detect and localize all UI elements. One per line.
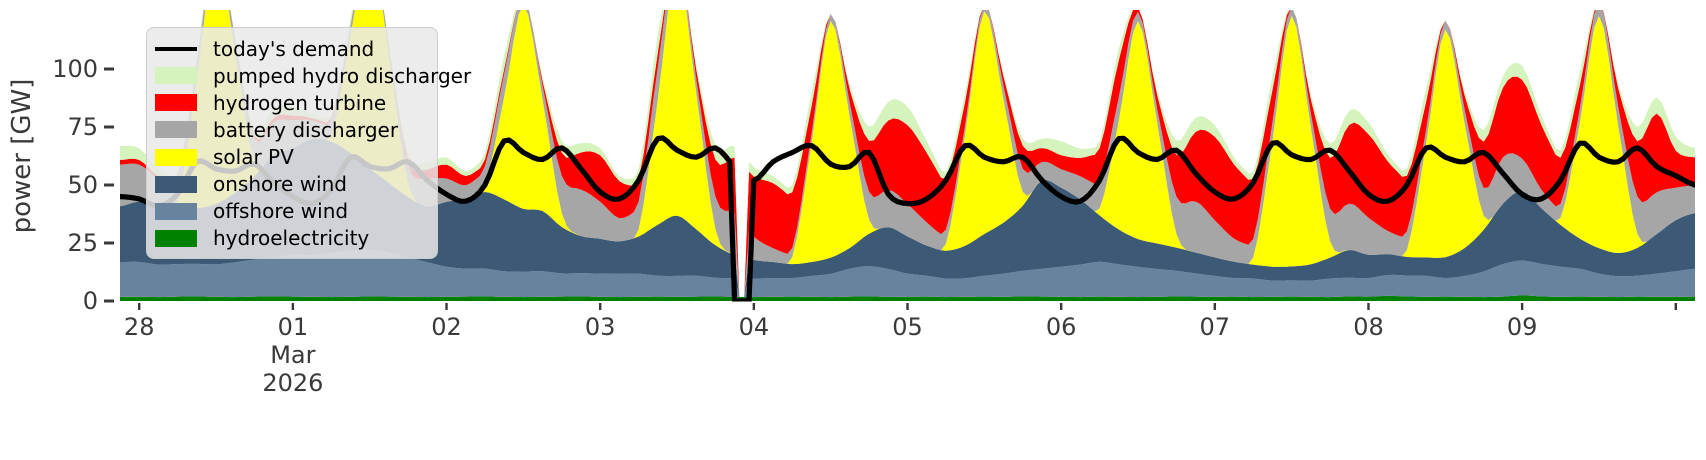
legend-label: onshore wind: [213, 172, 347, 197]
legend-item: hydrogen turbine: [155, 89, 423, 116]
x-tick-label: 01: [278, 313, 309, 341]
legend-label: hydroelectricity: [213, 226, 370, 251]
legend-label: battery discharger: [213, 117, 399, 142]
legend-item: pumped hydro discharger: [155, 62, 471, 89]
area-offshore-wind: [120, 249, 1695, 298]
x-tick-label: 03: [585, 313, 616, 341]
legend-label: today's demand: [213, 36, 375, 61]
area-hydrogen-turbine: [120, 10, 1695, 297]
area-onshore-wind: [120, 138, 1695, 297]
legend-swatch-hydroelectricity: [155, 229, 197, 247]
legend-label: offshore wind: [213, 199, 349, 224]
legend-swatch-solar-pv: [155, 148, 197, 166]
legend-item: solar PV: [155, 144, 423, 171]
y-axis: 0 25 50 75 100: [52, 55, 114, 315]
x-tick-label: 28: [124, 313, 155, 341]
x-tick-label: 09: [1507, 313, 1538, 341]
legend-label: hydrogen turbine: [213, 90, 387, 115]
y-tick-label: 75: [67, 113, 98, 141]
legend-item: offshore wind: [155, 198, 423, 225]
x-tick-label: 02: [431, 313, 462, 341]
legend-swatch-onshore-wind: [155, 175, 197, 193]
y-tick-label: 0: [83, 287, 98, 315]
stacked-areas: [120, 10, 1695, 301]
legend-item: onshore wind: [155, 171, 423, 198]
legend-label: solar PV: [213, 145, 294, 170]
legend-item: hydroelectricity: [155, 225, 423, 252]
x-axis-month-label: 2026: [262, 369, 323, 397]
y-axis-label: power [GW]: [7, 79, 37, 234]
legend-swatch-pumped-hydro-discharger: [155, 67, 197, 85]
area-hydroelectricity: [120, 295, 1695, 301]
legend-swatch-today-s-demand: [155, 46, 197, 51]
y-tick-label: 100: [52, 55, 98, 83]
chart-legend: today's demand pumped hydro discharger hyd…: [146, 27, 471, 259]
x-tick-label: 06: [1046, 313, 1077, 341]
legend-item: today's demand: [155, 35, 423, 62]
legend-swatch-offshore-wind: [155, 202, 197, 220]
x-tick-label: 07: [1200, 313, 1231, 341]
x-axis-month-label: Mar: [270, 341, 315, 369]
legend-label: pumped hydro discharger: [213, 63, 472, 88]
legend-swatch-battery-discharger: [155, 121, 197, 139]
y-tick-label: 50: [67, 171, 98, 199]
legend-swatch-hydrogen-turbine: [155, 94, 197, 112]
x-tick-label: 08: [1353, 313, 1384, 341]
x-tick-label: 05: [892, 313, 923, 341]
legend-item: battery discharger: [155, 116, 423, 143]
area-solar-PV: [120, 10, 1695, 297]
y-tick-label: 25: [67, 229, 98, 257]
x-tick-label: 04: [739, 313, 770, 341]
